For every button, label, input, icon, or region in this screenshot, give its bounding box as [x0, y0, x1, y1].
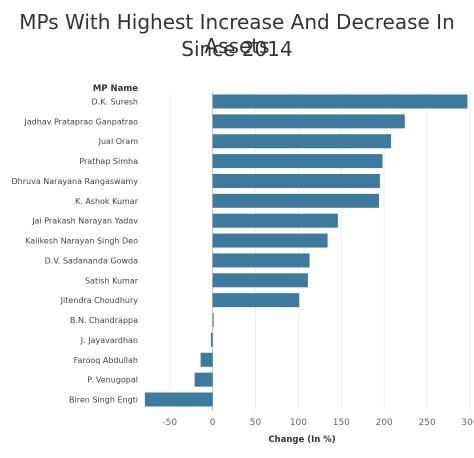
bar: [212, 94, 468, 109]
x-tick-label: 0: [210, 418, 216, 428]
x-tick-labels: -50 0 50 100 150 200 250 300: [162, 418, 474, 428]
bar: [194, 372, 213, 387]
x-tick-label: 100: [290, 418, 307, 428]
x-tick-label: -50: [162, 418, 177, 428]
category-label: Jual Oram: [98, 137, 139, 146]
category-label: B.N. Chandrappa: [70, 316, 138, 325]
bar: [144, 392, 213, 407]
bar: [212, 233, 328, 248]
x-tick-label: 200: [376, 418, 393, 428]
category-label: Dhruva Narayana Rangaswamy: [12, 177, 139, 186]
bar: [212, 273, 308, 288]
category-label: Jadhav Prataprao Ganpatrao: [23, 117, 138, 126]
bar: [212, 154, 383, 169]
x-tick-label: 300: [461, 418, 474, 428]
bar: [212, 293, 300, 308]
bar: [212, 213, 338, 228]
x-tick-label: 150: [333, 418, 350, 428]
x-tick-label: 50: [250, 418, 262, 428]
category-label: Jai Prakash Narayan Yadav: [31, 217, 138, 226]
bar: [212, 253, 310, 268]
bar: [210, 332, 213, 347]
category-label: Satish Kumar: [85, 276, 139, 285]
bar: [212, 134, 392, 149]
category-label: J. Jayavardhan: [80, 336, 138, 345]
category-label: D.K. Suresh: [92, 98, 138, 107]
bar: [212, 193, 380, 208]
category-label: Farooq Abdullah: [74, 356, 138, 365]
chart-title-line-1: MPs With Highest Increase And Decrease I…: [19, 10, 455, 58]
chart-title-line-2: Since 2014: [181, 37, 293, 61]
category-label: K. Ashok Kumar: [75, 197, 139, 206]
category-label: Kalikesh Narayan Singh Deo: [25, 237, 138, 246]
x-tick-label: 250: [419, 418, 436, 428]
bar: [212, 313, 214, 328]
category-label: Jitendra Choudhury: [60, 296, 139, 305]
bars: [144, 94, 468, 407]
category-axis-header: MP Name: [93, 84, 138, 94]
category-labels: D.K. Suresh Jadhav Prataprao Ganpatrao Jua…: [12, 98, 139, 405]
category-label: Biren Singh Engti: [69, 396, 138, 405]
category-label: Prathap Simha: [79, 157, 138, 166]
x-axis-label: Change (In %): [268, 435, 335, 445]
category-label: P. Venugopal: [87, 376, 138, 385]
bar: [212, 173, 380, 188]
category-label: D.V. Sadananda Gowda: [45, 256, 138, 265]
bar: [212, 114, 405, 129]
bar: [200, 352, 213, 367]
